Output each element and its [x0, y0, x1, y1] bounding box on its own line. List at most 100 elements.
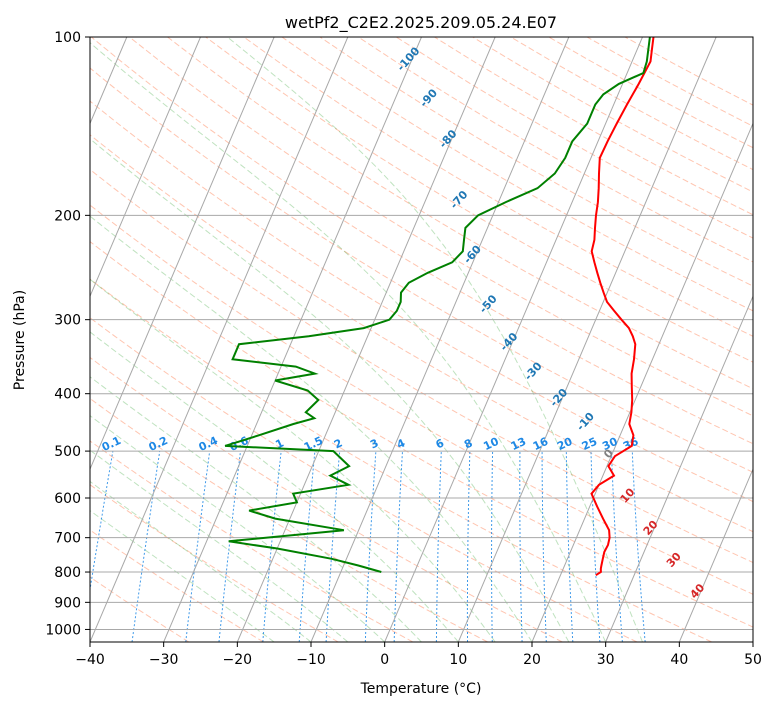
dry-adiabat-line: [90, 317, 638, 642]
mixing-ratio-line: [90, 451, 114, 593]
isotherm-line: [605, 295, 753, 642]
isotherm-line: [163, 37, 422, 642]
dry-adiabat-line: [205, 37, 753, 363]
dry-adiabat-line: [90, 168, 753, 564]
isotherm-line: [310, 37, 570, 642]
dry-adiabat-label: -80: [437, 127, 460, 151]
dry-adiabats: [90, 37, 753, 642]
mixing-ratio-label: 20: [555, 435, 575, 453]
dry-adiabat-line: [90, 134, 753, 533]
mixing-ratio-line: [364, 451, 377, 642]
moist-adiabats: [90, 37, 643, 642]
dry-adiabat-label: -40: [498, 330, 521, 354]
x-tick-label: −30: [149, 652, 179, 668]
mixing-ratio-line: [185, 451, 211, 642]
isotherm-grid: [90, 37, 753, 642]
isotherm-line: [531, 122, 753, 642]
dry-adiabat-label: -90: [417, 86, 440, 110]
x-tick-label: −20: [223, 652, 253, 668]
x-tick-label: −10: [296, 652, 326, 668]
dry-adiabat-label: -30: [522, 359, 545, 383]
isotherm-line: [457, 37, 717, 642]
y-tick-label: 500: [54, 444, 81, 460]
y-tick-label: 200: [54, 208, 81, 224]
moist-adiabat-line: [90, 449, 349, 642]
isotherm-line: [384, 37, 643, 642]
mixing-ratio-label: 4: [395, 436, 408, 451]
dry-adiabat-line: [90, 397, 488, 642]
dry-adiabat-line: [281, 37, 753, 312]
mixing-ratio-line: [298, 451, 316, 642]
x-tick-label: 50: [744, 652, 762, 668]
isotherm-line: [752, 640, 753, 642]
isotherm-line: [678, 467, 753, 642]
mixing-ratio-line: [565, 451, 574, 642]
plot-frame: [89, 36, 754, 643]
mixing-ratio-line: [611, 451, 623, 642]
isotherm-line: [90, 37, 275, 471]
isotherm-line: [90, 37, 349, 642]
dry-adiabat-label: -10: [574, 410, 597, 434]
mixing-ratio-line: [262, 451, 282, 642]
mixing-ratio-label: 3: [368, 436, 380, 451]
mixing-ratio-label: 25: [580, 435, 599, 453]
moist-adiabat-line: [90, 42, 607, 642]
isotherm-line: [90, 37, 201, 298]
dewpoint-profile: [224, 37, 651, 573]
chart-title: wetPf2_C2E2.2025.209.05.24.E07: [285, 13, 557, 33]
y-tick-label: 700: [54, 531, 81, 547]
moist-adiabat-line: [90, 331, 459, 642]
moist-adiabat-line: [227, 37, 643, 642]
mixing-ratio-line: [131, 451, 161, 642]
dry-adiabat-line: [167, 37, 753, 390]
moist-adiabat-line: [90, 415, 386, 642]
dry-adiabat-line: [90, 529, 264, 642]
dry-adiabat-label: -70: [448, 188, 471, 212]
mixing-ratio-line: [519, 451, 523, 642]
moist-adiabat-line: [90, 509, 275, 642]
moist-adiabat-line: [90, 376, 422, 642]
dry-adiabat-line: [129, 37, 753, 417]
dry-adiabat-line: [90, 67, 753, 473]
moist-adiabat-line: [90, 278, 496, 642]
mixing-ratio-line: [631, 451, 646, 642]
dry-adiabat-label: 30: [664, 550, 684, 570]
y-tick-label: 100: [54, 30, 81, 46]
mixing-ratio-lines: [90, 451, 646, 642]
dry-adiabat-label: -60: [461, 243, 484, 267]
dry-adiabat-line: [90, 241, 753, 628]
y-tick-label: 600: [54, 491, 81, 507]
y-tick-label: 900: [54, 595, 81, 611]
mixing-ratio-label: 13: [509, 435, 528, 453]
x-tick-label: 30: [597, 652, 615, 668]
dry-adiabat-line: [90, 440, 414, 642]
y-tick-label: 800: [54, 565, 81, 581]
y-tick-label: 400: [54, 387, 81, 403]
y-axis-label: Pressure (hPa): [12, 290, 28, 390]
y-axis: 100 200 300 400 500 600 700 800 900 1000: [45, 30, 90, 638]
isobar-grid: [90, 37, 753, 630]
dry-adiabat-label: -20: [547, 386, 570, 410]
mixing-ratio-line: [491, 451, 494, 642]
temperature-profile: [590, 37, 655, 577]
dry-adiabat-label: -50: [477, 292, 500, 316]
dry-adiabat-line: [90, 204, 753, 595]
isotherm-line: [236, 37, 496, 642]
x-tick-label: 40: [670, 652, 688, 668]
x-tick-label: 20: [523, 652, 541, 668]
dry-adiabat-line: [90, 356, 563, 642]
x-tick-label: 10: [449, 652, 467, 668]
y-tick-label: 1000: [45, 622, 81, 638]
plot-area: -100-90-80-70-60-50-40-30-20-10010203040…: [90, 37, 753, 642]
dry-adiabat-line: [510, 37, 753, 171]
mixing-ratio-line: [435, 451, 442, 642]
dry-adiabat-line: [90, 484, 339, 642]
dry-adiabat-label: 10: [618, 485, 638, 505]
x-tick-label: −40: [75, 652, 105, 668]
mixing-ratio-line: [218, 451, 241, 642]
mixing-ratio-label: 30: [600, 435, 620, 453]
moist-adiabat-line: [90, 138, 570, 642]
profiles: [224, 37, 655, 577]
